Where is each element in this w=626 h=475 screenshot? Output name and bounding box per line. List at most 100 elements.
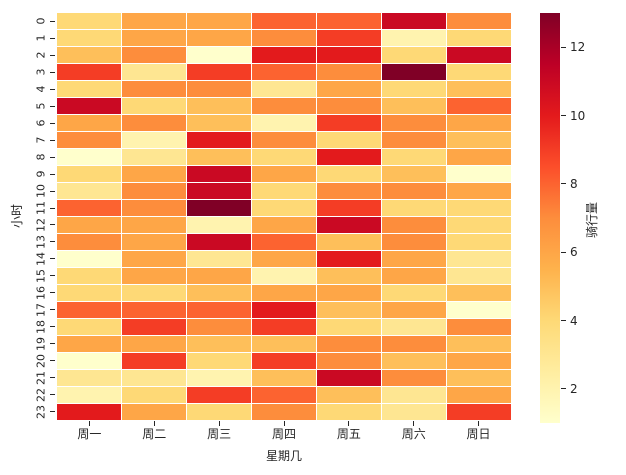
heatmap-grid [57,13,511,420]
heatmap-cell [57,353,121,369]
heatmap-cell [122,200,186,216]
heatmap-cell [187,268,251,284]
heatmap-cell [317,353,381,369]
heatmap-cell [122,234,186,250]
heatmap-cell [122,217,186,233]
y-tick-mark [50,190,55,192]
heatmap-cell [122,353,186,369]
heatmap-cell [187,30,251,46]
y-tick-mark [50,139,55,141]
x-axis-title: 星期几 [265,449,303,463]
heatmap-cell [187,13,251,29]
heatmap-cell [252,319,316,335]
heatmap-cell [187,285,251,301]
heatmap-cell [187,64,251,80]
heatmap-cell [187,302,251,318]
heatmap-cell [57,166,121,182]
heatmap-cell [122,64,186,80]
y-tick-mark [50,122,55,124]
heatmap-cell [317,183,381,199]
heatmap-cell [252,149,316,165]
heatmap-cell [122,285,186,301]
heatmap-cell [57,387,121,403]
y-tick-mark [50,173,55,175]
y-tick-mark [50,309,55,311]
heatmap-cell [252,353,316,369]
heatmap-cell [57,319,121,335]
heatmap-cell [447,302,511,318]
y-tick-mark [50,411,55,413]
heatmap-cell [447,370,511,386]
heatmap-cell [57,47,121,63]
heatmap-cell [317,13,381,29]
heatmap-cell [317,200,381,216]
heatmap-cell [187,370,251,386]
y-tick-label: 8 [34,153,48,161]
y-tick-mark [50,343,55,345]
colorbar-tick-mark [561,251,566,253]
colorbar-tick-mark [561,46,566,48]
heatmap-cell [57,302,121,318]
heatmap-cell [122,13,186,29]
y-tick-mark [50,37,55,39]
y-tick-mark [50,292,55,294]
heatmap-cell [382,166,446,182]
colorbar-title: 骑行量 [585,201,599,239]
y-tick-label: 3 [34,68,48,76]
heatmap-cell [57,132,121,148]
heatmap-cell [447,98,511,114]
heatmap-cell [447,336,511,352]
heatmap-cell [382,115,446,131]
heatmap-cell [252,30,316,46]
y-tick-label: 19 [34,336,48,351]
heatmap-cell [447,132,511,148]
heatmap-cell [187,132,251,148]
y-tick-label: 18 [34,319,48,334]
y-tick-label: 16 [34,285,48,300]
heatmap-cell [447,268,511,284]
heatmap-cell [317,319,381,335]
colorbar-tick-label: 12 [570,40,586,55]
heatmap-cell [317,132,381,148]
heatmap-cell [187,251,251,267]
heatmap-cell [57,370,121,386]
heatmap-cell [317,81,381,97]
heatmap-cell [252,81,316,97]
heatmap-cell [122,183,186,199]
heatmap-cell [382,13,446,29]
heatmap-cell [252,251,316,267]
heatmap-cell [382,336,446,352]
heatmap-cell [57,13,121,29]
y-tick-mark [50,88,55,90]
heatmap-cell [317,404,381,420]
y-tick-mark [50,377,55,379]
y-tick-mark [50,105,55,107]
colorbar-tick-mark [561,183,566,185]
heatmap-cell [447,47,511,63]
x-tick-mark [153,421,155,426]
heatmap-cell [187,353,251,369]
heatmap-cell [382,98,446,114]
heatmap-cell [122,251,186,267]
y-tick-label: 10 [34,184,48,199]
heatmap-cell [382,234,446,250]
y-tick-mark [50,241,55,243]
colorbar-tick-label: 8 [570,176,578,191]
heatmap-cell [382,64,446,80]
colorbar-tick-mark [561,115,566,116]
y-tick-mark [50,20,55,22]
x-tick-label: 周二 [142,427,167,441]
heatmap-cell [317,149,381,165]
heatmap-cell [57,268,121,284]
heatmap-cell [382,81,446,97]
heatmap-cell [252,183,316,199]
heatmap-cell [122,404,186,420]
y-tick-mark [50,360,55,362]
heatmap-cell [252,166,316,182]
heatmap-cell [187,47,251,63]
heatmap-cell [122,336,186,352]
heatmap-cell [382,149,446,165]
heatmap-cell [187,234,251,250]
y-tick-label: 15 [34,268,48,283]
heatmap-cell [187,217,251,233]
